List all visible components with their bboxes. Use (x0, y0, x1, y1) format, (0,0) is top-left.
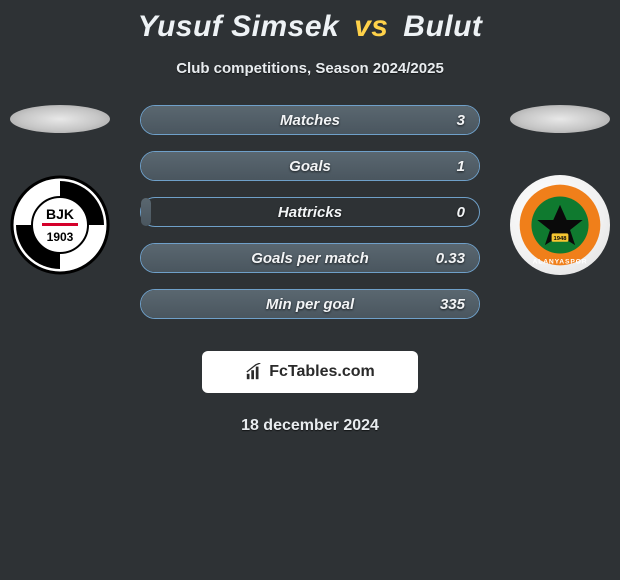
stat-row: Goals per match0.33 (140, 243, 480, 273)
stat-row: Goals1 (140, 151, 480, 181)
svg-text:ALANYASPOR: ALANYASPOR (533, 259, 588, 266)
club-crest-icon: BJK 1903 (10, 175, 110, 275)
club-crest-icon: 1948 ALANYASPOR (518, 183, 602, 267)
badge-text-bottom: 1903 (47, 230, 74, 244)
stat-label: Matches (141, 106, 479, 134)
player1-name: Yusuf Simsek (138, 10, 340, 43)
brand-text: FcTables.com (269, 363, 375, 381)
stat-value: 1 (457, 152, 465, 180)
stat-label: Goals (141, 152, 479, 180)
svg-text:1948: 1948 (553, 236, 567, 242)
vs-text: vs (354, 10, 388, 43)
subtitle-text: Club competitions, Season 2024/2025 (0, 60, 620, 77)
stat-value: 0 (457, 198, 465, 226)
stat-label: Goals per match (141, 244, 479, 272)
stat-value: 3 (457, 106, 465, 134)
page-title: Yusuf Simsek vs Bulut (0, 0, 620, 44)
badge-text-top: BJK (46, 206, 74, 222)
stat-row: Min per goal335 (140, 289, 480, 319)
player2-name: Bulut (403, 10, 482, 43)
stat-value: 0.33 (436, 244, 465, 272)
stat-row: Hattricks0 (140, 197, 480, 227)
stats-list: Matches3Goals1Hattricks0Goals per match0… (140, 105, 480, 335)
stat-label: Hattricks (141, 198, 479, 226)
content-area: BJK 1903 1948 ALANYASPOR Matches3 Goals1 H… (0, 105, 620, 345)
stat-row: Matches3 (140, 105, 480, 135)
date-text: 18 december 2024 (0, 417, 620, 435)
comparison-card: Yusuf Simsek vs Bulut Club competitions,… (0, 0, 620, 580)
stat-label: Min per goal (141, 290, 479, 318)
alanyaspor-badge: 1948 ALANYASPOR (510, 175, 610, 275)
avatar-placeholder-icon (510, 105, 610, 133)
brand-box[interactable]: FcTables.com (202, 351, 418, 393)
avatar-placeholder-icon (10, 105, 110, 133)
chart-bar-icon (245, 363, 263, 381)
stat-value: 335 (440, 290, 465, 318)
besiktas-badge: BJK 1903 (10, 175, 110, 275)
